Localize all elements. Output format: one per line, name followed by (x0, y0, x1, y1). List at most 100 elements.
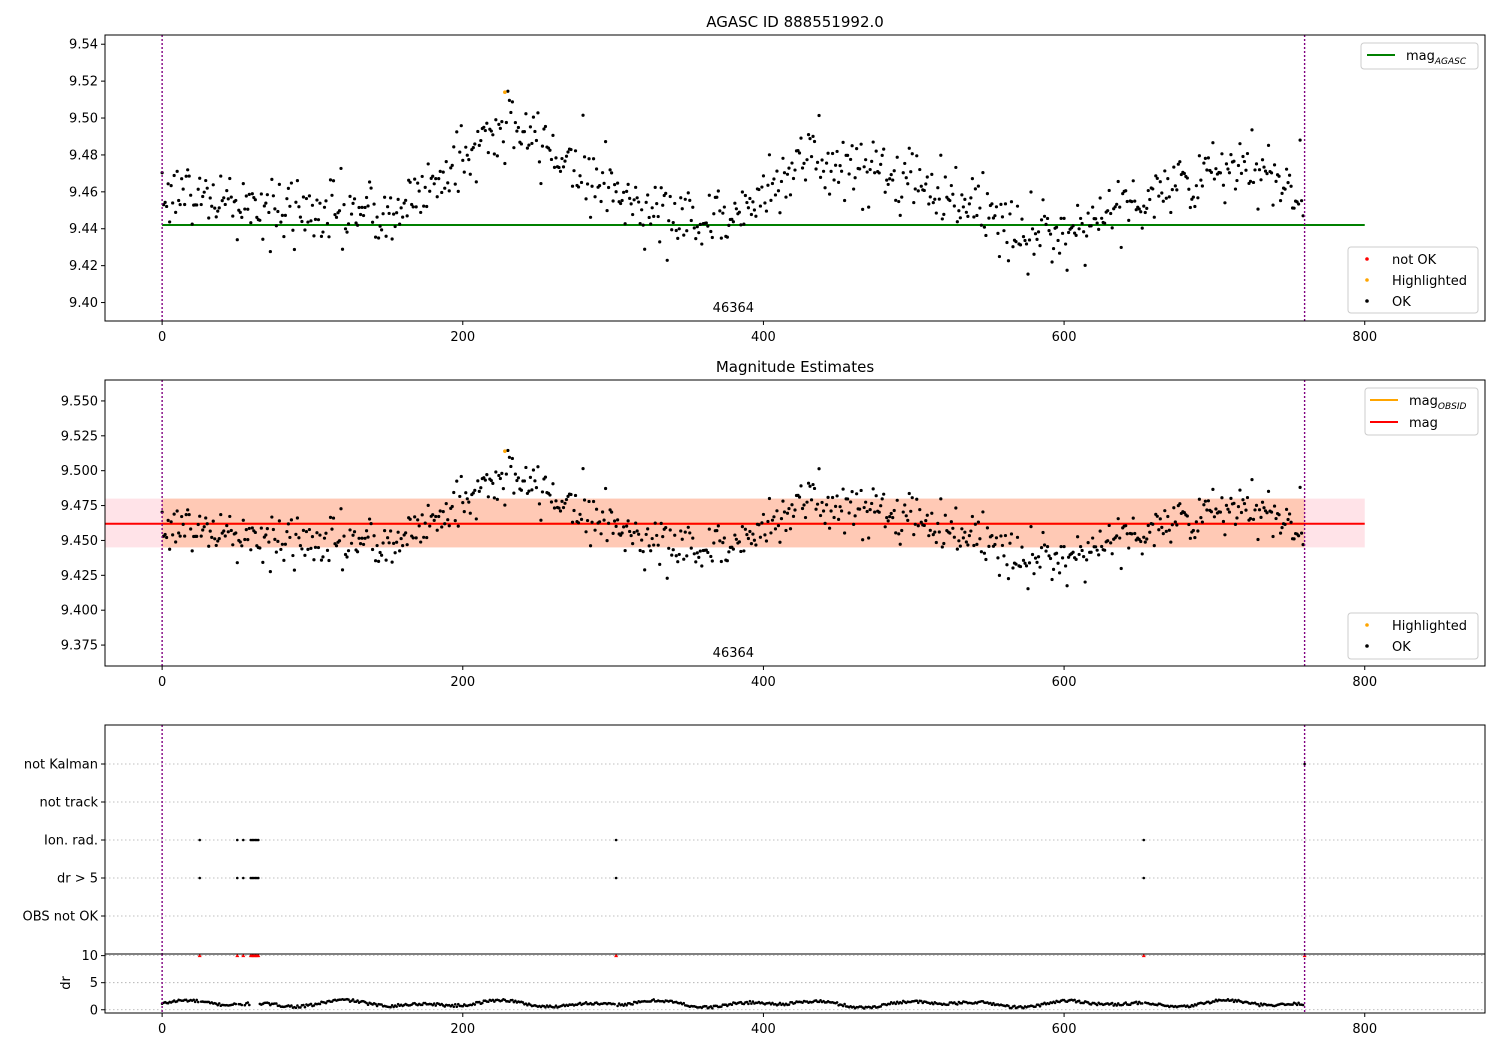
mag-point (1131, 179, 1135, 183)
panel-2-plot-area: 9.3759.4009.4259.4509.4759.5009.5259.550… (61, 380, 1377, 690)
mag-point (301, 195, 306, 199)
mag-point (235, 561, 239, 565)
legend-frame (1360, 42, 1479, 70)
mag-point (1098, 529, 1102, 533)
mag-point (259, 526, 263, 530)
mag-point (435, 528, 439, 532)
mag-point (671, 548, 675, 552)
mag-point (982, 551, 987, 555)
mag-point (1233, 187, 1238, 191)
mag-point (933, 197, 937, 201)
mag-point (325, 221, 330, 226)
mag-point (996, 231, 1000, 235)
mag-point (840, 509, 844, 513)
mag-point (428, 189, 432, 193)
mag-point (455, 479, 459, 483)
mag-point (387, 211, 391, 216)
mag-point (984, 233, 988, 238)
mag-point (616, 181, 620, 185)
mag-point (850, 144, 854, 148)
dr-point (366, 1003, 370, 1007)
mag-point (934, 211, 938, 215)
dr-point (787, 1003, 791, 1006)
mag-point (933, 530, 937, 534)
mag-point (859, 488, 863, 493)
mag-point (530, 488, 534, 492)
mag-point (1241, 498, 1245, 502)
mag-point (772, 177, 776, 181)
mag-point (1106, 209, 1110, 213)
mag-point (1082, 230, 1086, 234)
mag-point (180, 177, 184, 181)
mag-point (174, 210, 178, 214)
mag-point (211, 183, 215, 187)
mag-point (830, 151, 835, 156)
mag-point (972, 215, 976, 219)
mag-point (997, 254, 1002, 259)
mag-point (961, 205, 965, 209)
mag-point (330, 193, 334, 197)
mag-point (241, 518, 245, 522)
mag-point (849, 500, 853, 504)
mag-point (685, 229, 689, 233)
mag-point (420, 513, 424, 517)
mag-point (500, 471, 504, 475)
mag-point (936, 186, 940, 190)
mag-point (464, 491, 468, 495)
mag-point (588, 215, 593, 219)
mag-point (560, 499, 564, 503)
dr-point (243, 1003, 247, 1007)
mag-point (981, 170, 985, 175)
mag-point (465, 153, 469, 157)
mag-point (1059, 544, 1063, 549)
mag-point (519, 488, 524, 492)
mag-point (1005, 240, 1009, 245)
mag-point (1191, 528, 1195, 533)
mag-point (766, 183, 770, 187)
dr-clipped-marker (614, 953, 619, 958)
mag-point (697, 231, 701, 235)
mag-point (796, 149, 800, 153)
mag-point (398, 549, 402, 553)
mag-point (1242, 159, 1247, 164)
mag-point (817, 113, 821, 118)
dr-clipped-marker (235, 953, 240, 958)
mag-point (410, 202, 414, 207)
mag-point (516, 476, 521, 480)
mag-point (243, 207, 247, 211)
mag-point (1024, 242, 1029, 246)
mag-point (815, 160, 820, 164)
mag-point (1085, 558, 1089, 562)
mag-point (1042, 214, 1047, 218)
mag-point (1098, 196, 1102, 200)
mag-point (328, 178, 333, 182)
mag-point (1148, 530, 1152, 534)
mag-point (918, 167, 922, 172)
dr-point (351, 998, 355, 1001)
mag-point (504, 472, 508, 476)
mag-point (552, 165, 557, 169)
dr-point (365, 1001, 368, 1005)
mag-point (216, 209, 220, 213)
mag-point (830, 495, 835, 500)
mag-point (1083, 263, 1087, 267)
dr-point (635, 1001, 639, 1005)
dr-point (216, 1003, 220, 1007)
mag-point (486, 495, 490, 499)
mag-point (748, 529, 752, 534)
dr-point (711, 1007, 714, 1010)
mag-point (393, 224, 397, 229)
flag-point (242, 838, 245, 842)
dr-point (234, 1002, 238, 1006)
mag-point (471, 145, 475, 150)
mag-point (1143, 540, 1147, 544)
mag-point (202, 190, 206, 194)
mag-point (498, 126, 502, 130)
dr-point (616, 1004, 619, 1008)
mag-point (431, 174, 435, 178)
mag-point (425, 204, 429, 209)
mag-point (355, 550, 360, 554)
mag-point (1039, 218, 1044, 222)
mag-point (679, 529, 683, 533)
mag-point (846, 153, 850, 158)
